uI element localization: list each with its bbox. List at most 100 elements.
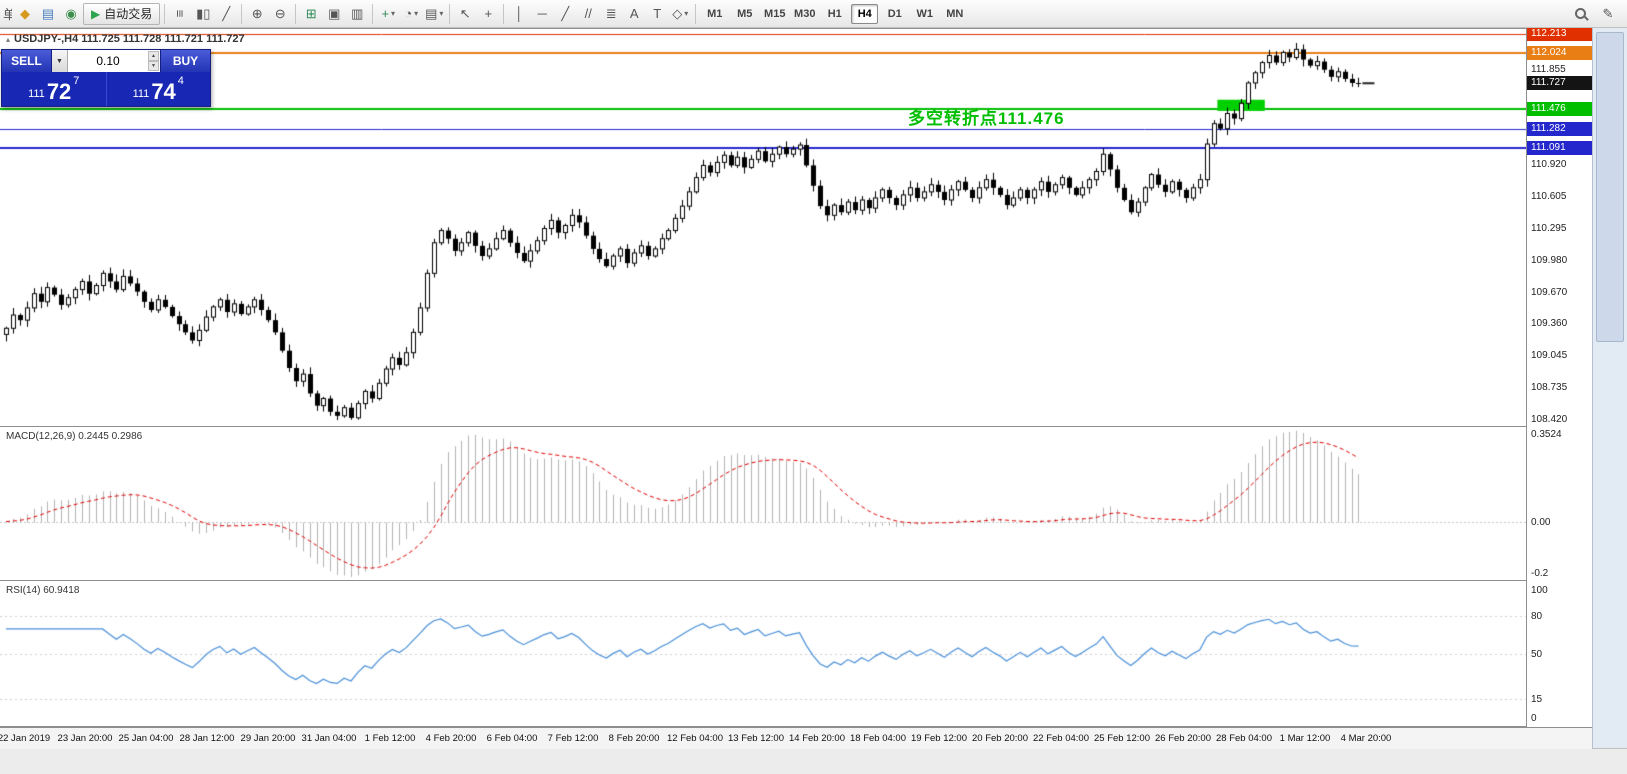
edit-icon[interactable]: ✎ (1602, 5, 1614, 21)
fibonacci-icon-glyph: ≣ (605, 5, 617, 21)
periods-icon[interactable]: ◔ ▾ (400, 3, 422, 25)
new-chart-icon-glyph: ◆ (20, 5, 30, 21)
timeframe-d1-button[interactable]: D1 (887, 7, 902, 20)
autotrading-button-glyph: ▶ (91, 6, 101, 21)
rsi-panel-canvas[interactable] (0, 582, 1526, 726)
timeframe-m15-button[interactable]: M15 (764, 7, 786, 20)
text-icon[interactable]: A (623, 3, 645, 25)
refresh-icon[interactable]: ◉ (60, 3, 82, 25)
text-label-icon[interactable]: T (646, 3, 668, 25)
timeframe-m5-button[interactable]: M5 (737, 7, 753, 20)
time-axis-label: 23 Jan 20:00 (57, 733, 113, 744)
time-axis-label: 8 Feb 20:00 (608, 733, 660, 744)
volume-up-button[interactable]: ▲ (148, 51, 159, 61)
candlestick-chart-icon[interactable]: ▮▯ (192, 3, 214, 25)
indicators-icon[interactable]: + ▾ (377, 3, 399, 25)
templates-icon[interactable]: ▤ ▾ (423, 3, 445, 25)
time-axis-label: 7 Feb 12:00 (547, 733, 599, 744)
volume-input[interactable] (68, 50, 160, 72)
bar-chart-icon[interactable]: ≡ (169, 3, 191, 25)
auto-scroll-icon-glyph: ▥ (351, 5, 364, 21)
price-level-badge: 111.091 (1527, 141, 1592, 155)
price-level-badge: 111.282 (1527, 121, 1592, 136)
time-axis-label: 18 Feb 04:00 (850, 733, 906, 744)
cursor-icon-glyph: ↖ (459, 5, 471, 21)
fibonacci-icon[interactable]: ≣ (600, 3, 622, 25)
crosshair-icon[interactable]: + (477, 3, 499, 25)
zoom-in-icon-glyph: ⊕ (251, 5, 263, 21)
cascade-windows-icon[interactable]: ▣ (323, 3, 345, 25)
price-chart-canvas[interactable] (0, 29, 1526, 426)
sell-price-sup: 7 (73, 75, 80, 87)
price-level-badge: 112.024 (1527, 46, 1592, 61)
time-axis-label: 4 Mar 20:00 (1340, 733, 1392, 744)
timeframe-m30-button[interactable]: M30 (794, 7, 816, 20)
bar-chart-icon-glyph: ≡ (172, 9, 188, 18)
price-axis-label: 108.735 (1531, 381, 1568, 393)
toolbar-separator (241, 3, 243, 24)
timeframe-m1-button[interactable]: M1 (707, 7, 723, 20)
zoom-out-icon[interactable]: ⊖ (269, 3, 291, 25)
volume-down-button[interactable]: ▼ (148, 61, 159, 71)
rsi-axis-label: 100 (1531, 585, 1548, 596)
time-axis-label: 22 Feb 04:00 (1033, 733, 1089, 744)
time-axis-label: 1 Mar 12:00 (1279, 733, 1331, 744)
price-level-badge: 111.727 (1527, 76, 1592, 91)
trade-options-dropdown[interactable]: ▼ (52, 50, 68, 72)
profiles-icon-glyph: ▤ (41, 5, 55, 21)
time-axis-label: 20 Feb 20:00 (972, 733, 1028, 744)
auto-scroll-icon[interactable]: ▥ (346, 3, 368, 25)
trendline-icon[interactable]: ╱ (554, 3, 576, 25)
refresh-icon-glyph: ◉ (65, 5, 77, 21)
rsi-header: RSI(14) 60.9418 (6, 585, 80, 596)
timeframe-h4-button[interactable]: H4 (851, 3, 879, 24)
line-chart-icon[interactable]: ╱ (215, 3, 237, 25)
tile-windows-icon[interactable]: ⊞ (300, 3, 322, 25)
price-axis-label: 109.980 (1531, 255, 1568, 267)
price-level-badge: 112.213 (1527, 26, 1592, 41)
panel-divider[interactable] (0, 580, 1592, 581)
time-axis-label: 14 Feb 20:00 (789, 733, 845, 744)
price-level-badge: 111.476 (1527, 101, 1592, 116)
price-axis-label: 110.295 (1531, 223, 1567, 235)
macd-axis-label: 0.00 (1531, 516, 1551, 528)
zoom-in-icon[interactable]: ⊕ (246, 3, 268, 25)
new-chart-icon[interactable]: ◆ (14, 3, 36, 25)
shapes-icon[interactable]: ◇ ▾ (669, 3, 691, 25)
search-icon[interactable] (1569, 3, 1591, 25)
new-order-button-cut[interactable]: 单 (2, 3, 13, 25)
buy-price-big: 74 (151, 79, 176, 104)
rsi-axis-label: 80 (1531, 610, 1543, 622)
macd-panel-canvas[interactable] (0, 428, 1526, 580)
sell-price[interactable]: 111 72 7 (2, 72, 107, 106)
timeframe-h1-button[interactable]: H1 (827, 7, 842, 20)
indicators-icon-glyph: + (381, 6, 390, 21)
rsi-axis-label: 15 (1531, 693, 1543, 705)
timeframe-mn-button[interactable]: MN (946, 7, 964, 20)
channel-icon[interactable]: // (577, 3, 599, 25)
shapes-icon-glyph: ◇ (672, 5, 683, 21)
buy-price[interactable]: 111 74 4 (107, 72, 211, 106)
toolbar-separator (295, 3, 297, 24)
macd-axis-label: 0.3524 (1531, 429, 1562, 440)
horizontal-line-icon[interactable]: ─ (531, 3, 553, 25)
buy-button[interactable]: BUY (160, 50, 210, 72)
panel-divider[interactable] (0, 726, 1592, 727)
chart-title-text: USDJPY-,H4 111.725 111.728 111.721 111.7… (14, 33, 245, 45)
time-axis-label: 1 Feb 12:00 (364, 733, 416, 744)
timeframe-w1-button[interactable]: W1 (916, 7, 934, 20)
time-axis-label: 28 Feb 04:00 (1216, 733, 1272, 744)
cursor-icon[interactable]: ↖ (454, 3, 476, 25)
profiles-icon[interactable]: ▤ (37, 3, 59, 25)
time-axis[interactable]: 22 Jan 2019 23 Jan 20:00 25 Jan 04:00 28 Ja… (0, 727, 1592, 749)
vertical-scrollbar[interactable] (1592, 28, 1627, 748)
panel-divider[interactable] (0, 426, 1592, 427)
vertical-line-icon[interactable]: │ (508, 3, 530, 25)
sell-button[interactable]: SELL (2, 50, 52, 72)
autotrading-button[interactable]: ▶ 自动交易 (83, 2, 161, 25)
sell-price-big: 72 (46, 79, 72, 104)
channel-icon-glyph: // (584, 6, 592, 21)
scrollbar-thumb[interactable] (1596, 32, 1624, 342)
price-axis[interactable]: 111.855 110.920 110.605 110.295 109.980 109.6… (1526, 26, 1592, 727)
